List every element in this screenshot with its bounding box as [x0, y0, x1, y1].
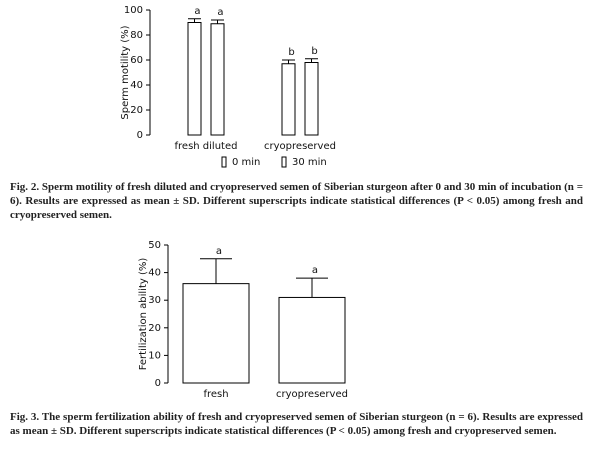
significance-letter: a: [312, 265, 318, 276]
significance-letter: a: [216, 246, 222, 257]
y-tick-label: 40: [130, 80, 143, 91]
y-tick-label: 0: [155, 378, 161, 389]
y-tick-label: 20: [130, 105, 143, 116]
y-axis-label: Fertilization ability (%): [138, 258, 149, 371]
caption: Fig. 2. Sperm motility of fresh diluted …: [10, 181, 583, 221]
bar: [210, 23, 225, 136]
legend-swatch: [221, 156, 227, 168]
y-tick-label: 80: [130, 30, 143, 41]
y-tick-label: 100: [124, 5, 143, 16]
bar: [187, 22, 202, 136]
significance-letter: a: [217, 7, 223, 18]
y-tick-label: 10: [148, 350, 161, 361]
legend-label: 30 min: [292, 157, 327, 168]
legend-swatch: [281, 156, 287, 168]
x-tick-label: cryopreserved: [276, 389, 348, 400]
bar: [304, 62, 319, 136]
y-tick-label: 0: [137, 130, 143, 141]
legend-label: 0 min: [232, 157, 260, 168]
y-tick-label: 20: [148, 323, 161, 334]
x-tick-label: fresh: [203, 389, 228, 400]
caption: Fig. 3. The sperm fertilization ability …: [10, 411, 583, 437]
significance-letter: b: [288, 47, 294, 58]
bar: [278, 296, 346, 384]
y-tick-label: 40: [148, 268, 161, 279]
significance-letter: a: [194, 6, 200, 17]
bar: [182, 283, 250, 384]
y-tick-label: 30: [148, 295, 161, 306]
x-tick-label: cryopreserved: [264, 141, 336, 152]
y-tick-label: 60: [130, 55, 143, 66]
y-axis-label: Sperm motility (%): [120, 25, 131, 119]
x-tick-label: fresh diluted: [175, 141, 238, 152]
significance-letter: b: [311, 46, 317, 57]
y-tick-label: 50: [148, 240, 161, 251]
bar: [281, 63, 296, 136]
